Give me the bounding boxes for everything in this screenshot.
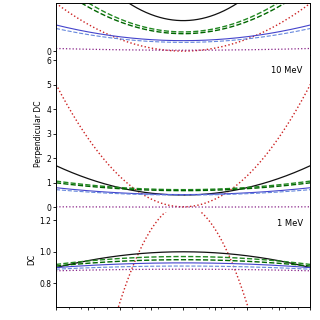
- Text: 10 MeV: 10 MeV: [271, 67, 303, 76]
- Y-axis label: Perpendicular DC: Perpendicular DC: [35, 100, 44, 167]
- Y-axis label: DC: DC: [28, 254, 36, 265]
- Text: 1 MeV: 1 MeV: [277, 219, 303, 228]
